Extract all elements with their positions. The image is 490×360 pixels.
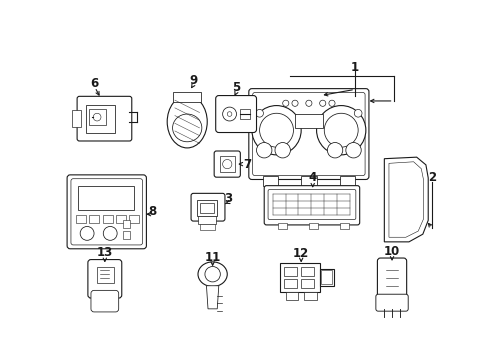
FancyBboxPatch shape xyxy=(67,175,147,249)
Text: 4: 4 xyxy=(309,171,317,184)
Text: 13: 13 xyxy=(97,246,113,259)
Text: 9: 9 xyxy=(189,74,197,87)
Polygon shape xyxy=(384,157,428,242)
Text: 11: 11 xyxy=(204,251,221,264)
Ellipse shape xyxy=(172,114,202,142)
Bar xyxy=(199,224,215,230)
Bar xyxy=(301,176,317,186)
Bar xyxy=(86,105,115,132)
Bar xyxy=(122,231,130,239)
Circle shape xyxy=(329,100,335,106)
Circle shape xyxy=(222,159,232,169)
Bar xyxy=(89,109,106,125)
Text: 2: 2 xyxy=(428,171,436,184)
Text: 1: 1 xyxy=(351,61,359,74)
FancyBboxPatch shape xyxy=(377,258,407,301)
FancyBboxPatch shape xyxy=(88,260,122,298)
FancyBboxPatch shape xyxy=(71,179,143,245)
Bar xyxy=(220,156,235,172)
Text: 10: 10 xyxy=(384,246,400,258)
Bar xyxy=(263,176,278,186)
Circle shape xyxy=(80,226,94,240)
Bar xyxy=(129,215,139,222)
FancyBboxPatch shape xyxy=(214,151,240,177)
Polygon shape xyxy=(206,286,219,309)
Ellipse shape xyxy=(167,95,207,148)
Bar xyxy=(280,263,319,292)
Circle shape xyxy=(346,143,361,158)
Circle shape xyxy=(354,109,362,117)
Bar xyxy=(340,222,349,229)
Bar xyxy=(116,215,125,222)
Circle shape xyxy=(283,100,289,106)
Bar xyxy=(200,203,214,213)
Text: 3: 3 xyxy=(224,192,232,205)
Ellipse shape xyxy=(198,262,227,287)
Bar xyxy=(321,270,332,284)
Bar xyxy=(97,267,114,283)
FancyBboxPatch shape xyxy=(191,193,225,221)
Circle shape xyxy=(93,113,101,121)
Bar xyxy=(278,222,287,229)
Circle shape xyxy=(222,107,237,121)
Bar xyxy=(301,279,314,288)
Bar xyxy=(198,216,217,224)
Circle shape xyxy=(227,112,232,116)
Bar xyxy=(309,222,318,229)
Bar xyxy=(102,215,113,222)
FancyBboxPatch shape xyxy=(253,93,365,176)
Circle shape xyxy=(257,143,272,158)
Bar xyxy=(197,199,217,216)
Circle shape xyxy=(306,100,312,106)
FancyBboxPatch shape xyxy=(376,294,408,311)
Circle shape xyxy=(103,226,117,240)
Bar xyxy=(286,292,298,300)
Bar xyxy=(301,266,314,276)
Circle shape xyxy=(275,143,291,158)
Bar xyxy=(76,215,86,222)
FancyBboxPatch shape xyxy=(268,189,356,220)
Circle shape xyxy=(205,266,220,282)
Bar xyxy=(89,215,99,222)
FancyBboxPatch shape xyxy=(249,89,369,180)
Circle shape xyxy=(256,109,264,117)
Bar xyxy=(78,186,134,210)
Circle shape xyxy=(252,105,301,155)
Bar xyxy=(122,220,130,228)
FancyBboxPatch shape xyxy=(264,186,360,225)
Bar xyxy=(284,266,297,276)
Bar xyxy=(304,292,317,300)
Bar xyxy=(72,110,81,127)
Circle shape xyxy=(327,143,343,158)
Bar xyxy=(319,269,334,286)
Bar xyxy=(284,279,297,288)
FancyBboxPatch shape xyxy=(91,291,119,312)
Text: 6: 6 xyxy=(91,77,99,90)
Bar xyxy=(173,93,201,102)
Bar xyxy=(340,176,355,186)
Circle shape xyxy=(317,105,366,155)
Circle shape xyxy=(324,113,358,147)
Text: 5: 5 xyxy=(232,81,241,94)
Polygon shape xyxy=(389,162,423,237)
FancyBboxPatch shape xyxy=(216,95,257,132)
Text: 8: 8 xyxy=(148,204,157,217)
Circle shape xyxy=(260,113,294,147)
Text: 12: 12 xyxy=(293,247,309,260)
Text: 7: 7 xyxy=(243,158,251,171)
Circle shape xyxy=(319,100,326,106)
FancyBboxPatch shape xyxy=(77,96,132,141)
Bar xyxy=(295,114,323,128)
Bar xyxy=(240,109,250,120)
Circle shape xyxy=(292,100,298,106)
